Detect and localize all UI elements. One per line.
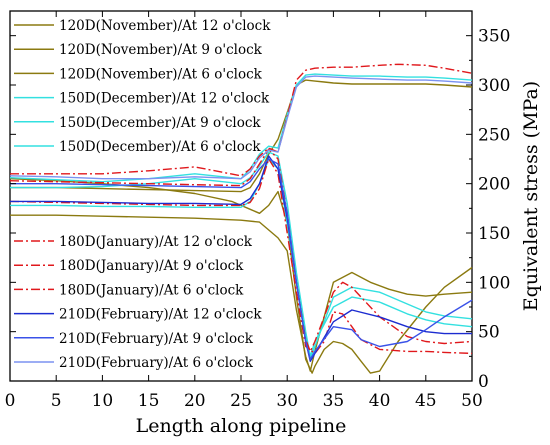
y-tick-label: 100 bbox=[478, 273, 510, 293]
series-line-11 bbox=[10, 158, 473, 360]
legend-label-12: 210D(February)/At 6 o'clock bbox=[59, 355, 254, 371]
legend-label-9: 180D(January)/At 6 o'clock bbox=[59, 282, 244, 298]
y-tick-label: 250 bbox=[478, 125, 510, 145]
y-tick-label: 300 bbox=[478, 76, 510, 96]
series-layer bbox=[9, 63, 473, 374]
x-tick-label: 35 bbox=[323, 391, 345, 411]
series-line-3 bbox=[9, 178, 473, 374]
legend-label-4: 150D(December)/At 12 o'clock bbox=[59, 91, 270, 107]
y-tick-label: 150 bbox=[478, 224, 510, 244]
x-axis-title: Length along pipeline bbox=[136, 415, 347, 437]
x-tick-label: 10 bbox=[92, 391, 114, 411]
series-line-6 bbox=[10, 151, 473, 357]
legend-label-2: 120D(November)/At 9 o'clock bbox=[59, 42, 263, 58]
legend-label-3: 120D(November)/At 6 o'clock bbox=[59, 66, 263, 82]
legend-label-8: 180D(January)/At 9 o'clock bbox=[59, 258, 244, 274]
x-tick-label: 15 bbox=[138, 391, 160, 411]
x-tick-label: 50 bbox=[461, 391, 483, 411]
legend-label-1: 120D(November)/At 12 o'clock bbox=[59, 18, 271, 34]
legend-label-11: 210D(February)/At 9 o'clock bbox=[59, 331, 254, 347]
plot-frame bbox=[9, 10, 473, 382]
x-tick-label: 40 bbox=[369, 391, 391, 411]
x-tick-label: 25 bbox=[230, 391, 252, 411]
legend: 120D(November)/At 12 o'clock 120D(Novembe… bbox=[14, 18, 271, 371]
y-tick-label: 350 bbox=[478, 27, 510, 47]
axis-ticks: 0 5 10 15 20 25 30 35 40 45 5005010015020025030035… bbox=[5, 11, 510, 411]
x-tick-label: 0 bbox=[5, 391, 16, 411]
y-tick-label: 50 bbox=[478, 323, 500, 343]
x-tick-label: 5 bbox=[51, 391, 62, 411]
legend-label-6: 150D(December)/At 6 o'clock bbox=[59, 139, 261, 155]
series-line-5 bbox=[9, 73, 473, 183]
series-line-12 bbox=[9, 75, 473, 180]
y-axis-title: Equivalent stress (MPa) bbox=[520, 81, 542, 311]
legend-label-5: 150D(December)/At 9 o'clock bbox=[59, 115, 261, 131]
x-tick-label: 45 bbox=[415, 391, 437, 411]
series-line-7 bbox=[9, 158, 473, 355]
y-tick-label: 200 bbox=[478, 175, 510, 195]
y-tick-label: 0 bbox=[478, 372, 489, 392]
legend-label-7: 180D(January)/At 12 o'clock bbox=[59, 234, 253, 250]
x-tick-label: 20 bbox=[184, 391, 206, 411]
x-tick-label: 30 bbox=[276, 391, 298, 411]
legend-label-10: 210D(February)/At 12 o'clock bbox=[59, 307, 262, 323]
